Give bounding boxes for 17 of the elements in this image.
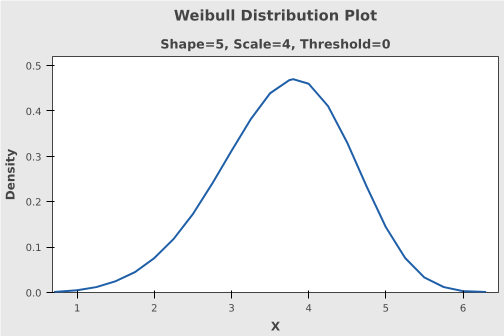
chart-subtitle: Shape=5, Scale=4, Threshold=0 — [160, 36, 391, 52]
y-tick-label: 0.3 — [26, 152, 42, 164]
x-tick-label: 4 — [306, 304, 312, 314]
y-tick-label: 0.4 — [26, 106, 42, 118]
x-tick-label: 2 — [151, 304, 158, 314]
y-axis-title: Density — [4, 148, 18, 200]
x-tick-label: 5 — [382, 304, 390, 314]
chart-title: Weibull Distribution Plot — [174, 8, 378, 24]
x-tick-label: 6 — [460, 304, 466, 314]
x-tick-label: 1 — [74, 304, 80, 314]
y-tick-label: 0.1 — [26, 243, 42, 254]
x-axis-title: X — [270, 320, 281, 334]
y-tick-label: 0.0 — [26, 288, 42, 300]
y-tick-label: 0.2 — [26, 198, 42, 209]
x-tick-label: 3 — [228, 304, 235, 314]
y-tick-label: 0.5 — [26, 62, 42, 73]
line-series — [53, 78, 488, 292]
